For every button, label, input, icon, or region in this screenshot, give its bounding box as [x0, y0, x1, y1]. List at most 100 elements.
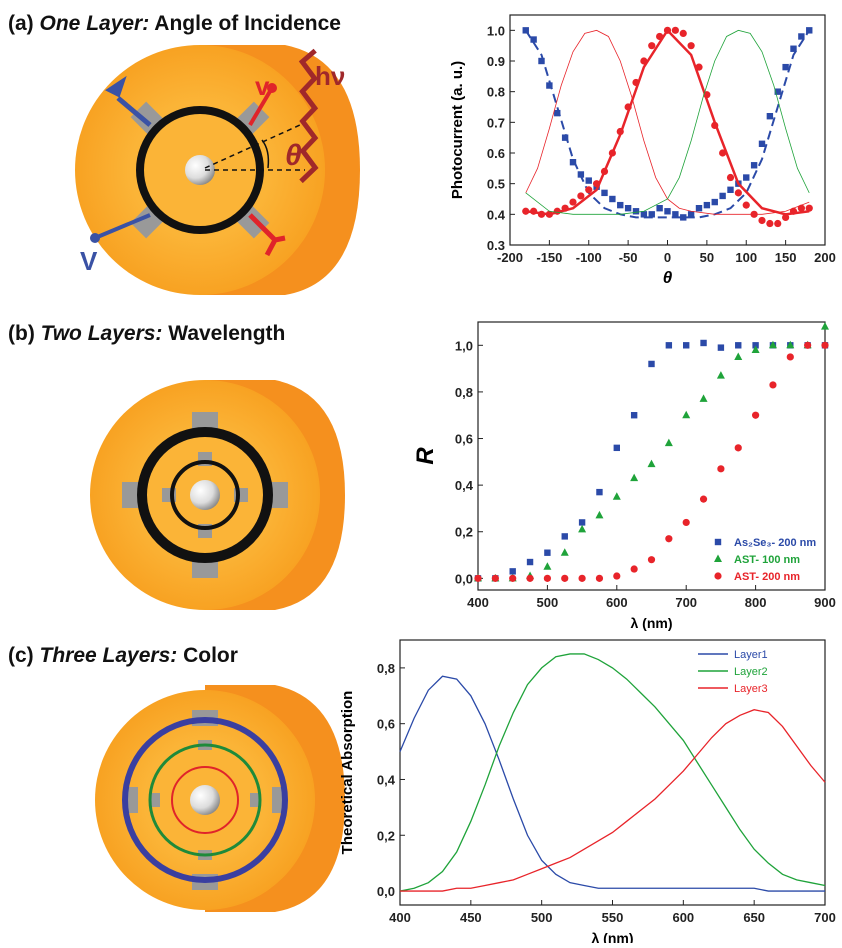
x-tick-label: 800 — [745, 595, 767, 610]
y-tick-label: 0.4 — [487, 207, 506, 222]
x-tick-label: 600 — [606, 595, 628, 610]
data-point — [766, 113, 774, 120]
voltage-label: v — [255, 71, 270, 101]
x-tick-label: 400 — [389, 910, 411, 925]
y-tick-label: 0,8 — [455, 385, 473, 400]
data-point — [682, 518, 690, 527]
data-point — [734, 189, 742, 197]
data-point — [687, 211, 695, 218]
x-tick-label: 50 — [700, 250, 714, 265]
data-point — [585, 186, 593, 194]
data-point — [758, 216, 766, 225]
y-tick-label: 0,2 — [455, 525, 473, 540]
data-point — [630, 565, 638, 573]
x-tick-label: 450 — [460, 910, 482, 925]
data-point — [790, 45, 797, 52]
data-point — [522, 27, 529, 34]
y-axis-label: R — [412, 447, 439, 465]
data-point — [578, 524, 587, 533]
data-point — [578, 519, 586, 526]
data-point — [671, 26, 679, 34]
data-point — [509, 568, 516, 575]
x-axis-label: λ (nm) — [592, 930, 634, 943]
data-point — [742, 201, 750, 209]
legend-label: AST- 100 nm — [734, 554, 800, 566]
data-point — [526, 574, 534, 582]
data-point — [613, 572, 621, 580]
data-point — [509, 574, 517, 582]
data-line — [525, 29, 810, 215]
data-point — [726, 173, 735, 182]
panel-tag: (c) — [8, 644, 34, 667]
data-point — [665, 342, 673, 349]
data-point — [561, 533, 568, 540]
data-point — [719, 149, 727, 157]
data-point — [714, 538, 722, 546]
panel-title: (c) Three Layers: Color — [8, 644, 238, 667]
data-point — [665, 535, 673, 543]
data-point — [601, 189, 608, 197]
panel-title: (a) One Layer: Angle of Incidence — [8, 12, 341, 35]
legend-label: As₂Se₃- 200 nm — [734, 537, 816, 549]
x-tick-label: 100 — [735, 250, 757, 265]
y-tick-label: 0,4 — [377, 772, 396, 787]
y-tick-label: 0,0 — [455, 571, 473, 586]
y-tick-label: 0,0 — [377, 884, 395, 899]
y-tick-label: 0.7 — [487, 115, 505, 130]
x-tick-label: -50 — [619, 250, 638, 265]
panel-topic: Color — [183, 644, 238, 667]
y-tick-label: 0.9 — [487, 54, 505, 69]
data-point — [711, 198, 718, 206]
y-tick-label: 0,2 — [377, 828, 395, 843]
data-point — [798, 33, 805, 40]
data-point — [561, 134, 569, 141]
data-point — [630, 473, 639, 482]
data-point — [719, 192, 726, 200]
data-line — [399, 653, 826, 892]
x-tick-label: 650 — [743, 910, 765, 925]
data-point — [585, 177, 592, 184]
data-point — [613, 444, 620, 452]
data-point — [526, 558, 534, 566]
data-point — [717, 344, 725, 351]
data-point — [630, 412, 638, 419]
data-point — [647, 459, 656, 468]
legend-label: Layer2 — [734, 666, 768, 678]
data-point — [595, 574, 604, 582]
data-point — [648, 360, 655, 368]
data-point — [750, 162, 758, 169]
data-point — [782, 63, 789, 71]
data-point — [560, 548, 569, 556]
x-tick-label: 900 — [814, 595, 836, 610]
data-point — [544, 549, 551, 556]
data-point — [672, 211, 679, 218]
panel-name: Two Layers: — [41, 322, 163, 345]
y-tick-label: 1,0 — [455, 338, 473, 353]
data-point — [806, 27, 813, 34]
data-point — [734, 444, 742, 452]
x-tick-label: -150 — [536, 250, 562, 265]
data-point — [612, 492, 621, 500]
x-tick-label: 700 — [814, 910, 836, 925]
data-point — [680, 214, 687, 221]
panel-tag: (b) — [8, 322, 35, 345]
diagram-two-layers — [90, 380, 345, 610]
y-tick-label: 0.6 — [487, 146, 505, 161]
x-tick-label: 150 — [775, 250, 797, 265]
x-tick-label: 550 — [602, 910, 624, 925]
data-line — [524, 29, 811, 219]
panel-topic: Angle of Incidence — [154, 12, 341, 35]
data-point — [617, 201, 624, 209]
data-point — [786, 353, 794, 361]
panel-tag: (a) — [8, 12, 34, 35]
data-point — [769, 381, 777, 389]
data-point — [716, 371, 725, 379]
x-axis-label: λ (nm) — [631, 615, 673, 631]
data-point — [714, 572, 722, 580]
data-point — [640, 211, 648, 218]
data-point — [624, 205, 632, 212]
data-point — [679, 29, 687, 37]
data-point — [699, 394, 708, 402]
data-point — [714, 554, 722, 562]
data-line — [525, 29, 810, 215]
